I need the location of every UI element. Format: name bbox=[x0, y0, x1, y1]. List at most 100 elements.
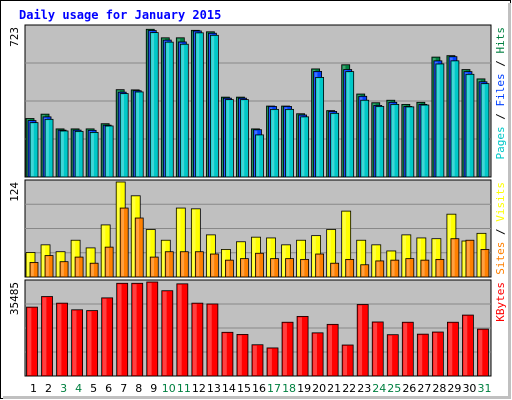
chart-frame-shadow-bottom bbox=[3, 396, 511, 399]
bar-pages-day-12 bbox=[194, 32, 204, 178]
x-tick-label-day-31: 31 bbox=[477, 382, 491, 395]
bar-highlight bbox=[181, 252, 185, 276]
legend-segment: Files bbox=[494, 73, 507, 106]
bar-pages-day-30 bbox=[465, 73, 475, 178]
bar-highlight bbox=[406, 259, 410, 276]
bar-kbytes-day-24 bbox=[371, 321, 384, 377]
x-tick-label-day-27: 27 bbox=[417, 382, 431, 395]
bar-highlight bbox=[192, 209, 196, 276]
bar-sites-day-6 bbox=[104, 246, 114, 278]
bar-highlight bbox=[136, 92, 140, 176]
bar-highlight bbox=[357, 241, 361, 276]
bar-highlight bbox=[222, 333, 227, 375]
bar-sites-day-13 bbox=[209, 253, 219, 278]
x-tick-label-day-24: 24 bbox=[372, 382, 386, 395]
bar-pages-day-29 bbox=[450, 60, 460, 178]
bar-sites-day-26 bbox=[405, 258, 415, 278]
bar-kbytes-day-27 bbox=[416, 333, 429, 377]
bar-highlight bbox=[271, 110, 275, 176]
bar-highlight bbox=[31, 263, 34, 276]
bar-pages-day-26 bbox=[405, 106, 415, 178]
bar-highlight bbox=[211, 36, 215, 177]
bar-highlight bbox=[436, 260, 440, 276]
bar-sites-day-4 bbox=[74, 256, 84, 278]
bar-sites-day-18 bbox=[285, 258, 294, 278]
x-tick-label-day-5: 5 bbox=[90, 382, 97, 395]
bar-kbytes-day-22 bbox=[341, 344, 354, 377]
bar-highlight bbox=[241, 259, 245, 276]
bar-highlight bbox=[207, 235, 211, 276]
bar-highlight bbox=[226, 100, 230, 176]
bar-kbytes-day-21 bbox=[326, 323, 339, 377]
bar-highlight bbox=[106, 126, 109, 176]
bar-highlight bbox=[136, 219, 140, 276]
bar-pages-day-3 bbox=[59, 130, 69, 178]
bar-highlight bbox=[181, 45, 185, 177]
bar-sites-day-15 bbox=[240, 258, 249, 278]
bar-highlight bbox=[313, 333, 317, 375]
bar-highlight bbox=[57, 252, 61, 276]
bar-highlight bbox=[252, 345, 257, 375]
bar-highlight bbox=[177, 284, 182, 375]
x-tick-label-day-3: 3 bbox=[60, 382, 67, 395]
bar-pages-day-17 bbox=[270, 108, 279, 178]
bar-highlight bbox=[391, 105, 395, 176]
bar-pages-day-11 bbox=[179, 43, 189, 178]
bar-highlight bbox=[271, 259, 275, 276]
bar-highlight bbox=[346, 72, 350, 176]
x-tick-label-day-26: 26 bbox=[402, 382, 416, 395]
bar-highlight bbox=[192, 304, 197, 375]
bar-kbytes-day-18 bbox=[281, 321, 294, 377]
bar-pages-day-21 bbox=[330, 112, 340, 178]
x-tick-label-day-17: 17 bbox=[267, 382, 281, 395]
bar-highlight bbox=[61, 262, 64, 276]
bar-highlight bbox=[267, 238, 271, 276]
bar-pages-day-13 bbox=[209, 34, 219, 178]
bar-sites-day-24 bbox=[375, 260, 385, 278]
legend-segment: Hits bbox=[494, 27, 507, 54]
bar-highlight bbox=[121, 94, 124, 176]
bar-highlight bbox=[478, 330, 483, 375]
bar-kbytes-day-1 bbox=[26, 306, 38, 377]
bar-pages-day-16 bbox=[255, 134, 264, 178]
bar-pages-day-19 bbox=[300, 116, 309, 178]
x-tick-label-day-1: 1 bbox=[30, 382, 37, 395]
chart-frame-shadow-right bbox=[508, 3, 511, 399]
bar-sites-day-14 bbox=[225, 259, 234, 278]
bar-highlight bbox=[343, 346, 348, 375]
bar-highlight bbox=[466, 241, 470, 276]
bar-kbytes-day-13 bbox=[206, 303, 219, 377]
bar-pages-day-28 bbox=[435, 63, 445, 178]
bar-highlight bbox=[147, 230, 151, 276]
bar-pages-day-20 bbox=[315, 77, 325, 178]
x-tick-label-day-23: 23 bbox=[357, 382, 371, 395]
bar-highlight bbox=[373, 322, 378, 375]
bar-highlight bbox=[361, 265, 365, 276]
bar-highlight bbox=[211, 255, 215, 276]
bar-highlight bbox=[91, 133, 94, 176]
bar-highlight bbox=[166, 252, 170, 276]
bar-pages-day-9 bbox=[149, 32, 159, 178]
bar-highlight bbox=[72, 241, 76, 276]
bar-kbytes-day-6 bbox=[101, 297, 114, 377]
bar-sites-day-10 bbox=[164, 251, 174, 278]
bar-sites-day-28 bbox=[435, 258, 445, 278]
x-tick-label-day-13: 13 bbox=[207, 382, 221, 395]
bar-highlight bbox=[87, 248, 91, 276]
bar-highlight bbox=[301, 117, 305, 176]
bar-highlight bbox=[256, 254, 260, 276]
bar-pages-day-10 bbox=[164, 41, 174, 178]
bar-kbytes-day-28 bbox=[431, 331, 444, 377]
x-tick-label-day-20: 20 bbox=[312, 382, 326, 395]
bar-highlight bbox=[462, 241, 467, 276]
bar-highlight bbox=[358, 305, 363, 375]
x-tick-label-day-12: 12 bbox=[192, 382, 206, 395]
bar-highlight bbox=[312, 236, 316, 276]
bar-kbytes-day-31 bbox=[477, 328, 489, 377]
bar-sites-day-16 bbox=[255, 252, 264, 278]
x-tick-label-day-30: 30 bbox=[462, 382, 476, 395]
x-tick-label-day-19: 19 bbox=[297, 382, 311, 395]
bar-highlight bbox=[448, 323, 453, 375]
bar-highlight bbox=[298, 317, 302, 375]
